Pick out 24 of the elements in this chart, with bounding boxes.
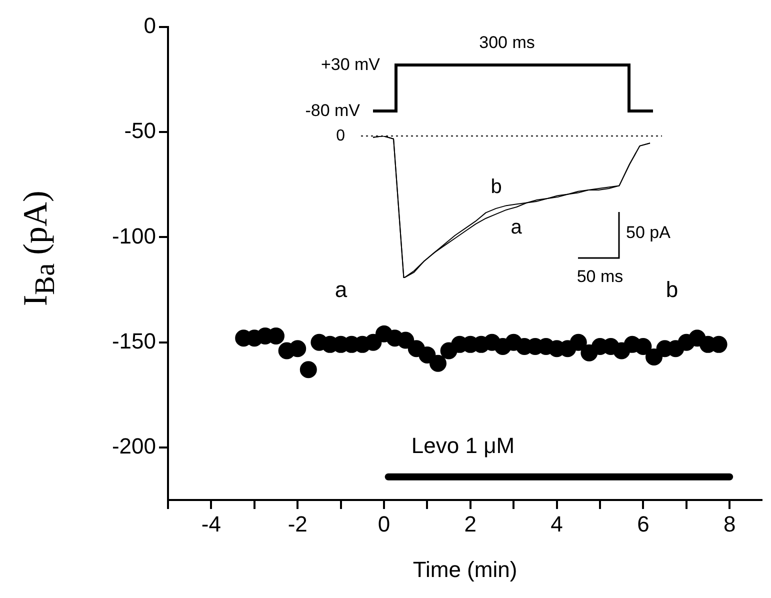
y-tick-label: 0 [144,13,156,38]
x-tick-label: 4 [550,511,563,536]
x-tick-label: 8 [723,511,736,536]
annotation: 50 pA [626,223,670,243]
x-tick-label: 6 [637,511,650,536]
x-tick-label: 2 [464,511,477,536]
annotation: b [666,277,678,302]
annotation: -80 mV [305,101,360,121]
x-tick-label: -2 [288,511,308,536]
y-tick-label: -50 [124,118,156,144]
annotation: Levo 1 μM [411,433,515,458]
x-tick-label: -4 [201,511,221,536]
x-tick-label: 0 [378,511,390,536]
y-tick-label: -150 [112,328,156,354]
ref-line-label: 0 [336,127,346,144]
x-axis-title: Time (min) [412,556,518,582]
annotation: +30 mV [320,55,380,75]
y-tick-label: -200 [112,434,156,459]
y-tick-label: -100 [112,223,156,248]
series-label: b [490,176,502,198]
annotation: 300 ms [479,33,535,53]
series-label: a [510,216,523,238]
annotation: a [334,277,348,302]
annotation: 50 ms [576,267,624,287]
